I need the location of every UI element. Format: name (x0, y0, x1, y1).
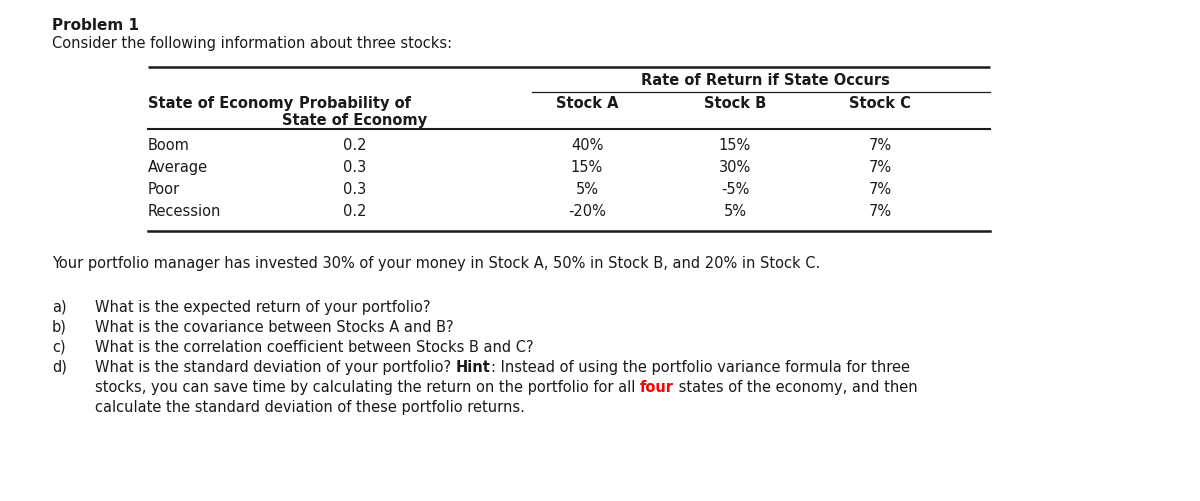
Text: Consider the following information about three stocks:: Consider the following information about… (52, 36, 452, 51)
Text: states of the economy, and then: states of the economy, and then (674, 379, 918, 394)
Text: 0.2: 0.2 (343, 138, 367, 153)
Text: State of Economy: State of Economy (148, 96, 293, 111)
Text: State of Economy: State of Economy (282, 113, 427, 128)
Text: 15%: 15% (719, 138, 751, 153)
Text: four: four (640, 379, 674, 394)
Text: 7%: 7% (869, 160, 892, 175)
Text: Hint: Hint (456, 359, 491, 374)
Text: 30%: 30% (719, 160, 751, 175)
Text: 5%: 5% (724, 203, 746, 218)
Text: 0.3: 0.3 (343, 182, 367, 196)
Text: Poor: Poor (148, 182, 180, 196)
Text: 40%: 40% (571, 138, 604, 153)
Text: Rate of Return if State Occurs: Rate of Return if State Occurs (641, 73, 889, 88)
Text: Boom: Boom (148, 138, 190, 153)
Text: What is the correlation coefficient between Stocks B and C?: What is the correlation coefficient betw… (95, 339, 534, 354)
Text: What is the expected return of your portfolio?: What is the expected return of your port… (95, 300, 431, 314)
Text: stocks, you can save time by calculating the return on the portfolio for all: stocks, you can save time by calculating… (95, 379, 640, 394)
Text: b): b) (52, 319, 67, 334)
Text: Stock C: Stock C (850, 96, 911, 111)
Text: a): a) (52, 300, 67, 314)
Text: 15%: 15% (571, 160, 604, 175)
Text: Recession: Recession (148, 203, 221, 218)
Text: Probability of: Probability of (299, 96, 410, 111)
Text: c): c) (52, 339, 66, 354)
Text: What is the covariance between Stocks A and B?: What is the covariance between Stocks A … (95, 319, 454, 334)
Text: 0.3: 0.3 (343, 160, 367, 175)
Text: Stock A: Stock A (556, 96, 618, 111)
Text: -5%: -5% (721, 182, 749, 196)
Text: 7%: 7% (869, 138, 892, 153)
Text: -20%: -20% (568, 203, 606, 218)
Text: 5%: 5% (576, 182, 599, 196)
Text: 7%: 7% (869, 182, 892, 196)
Text: Average: Average (148, 160, 208, 175)
Text: What is the standard deviation of your portfolio?: What is the standard deviation of your p… (95, 359, 456, 374)
Text: calculate the standard deviation of these portfolio returns.: calculate the standard deviation of thes… (95, 399, 524, 414)
Text: Your portfolio manager has invested 30% of your money in Stock A, 50% in Stock B: Your portfolio manager has invested 30% … (52, 256, 821, 271)
Text: Stock B: Stock B (704, 96, 766, 111)
Text: Problem 1: Problem 1 (52, 18, 139, 33)
Text: 0.2: 0.2 (343, 203, 367, 218)
Text: 7%: 7% (869, 203, 892, 218)
Text: : Instead of using the portfolio variance formula for three: : Instead of using the portfolio varianc… (491, 359, 910, 374)
Text: d): d) (52, 359, 67, 374)
